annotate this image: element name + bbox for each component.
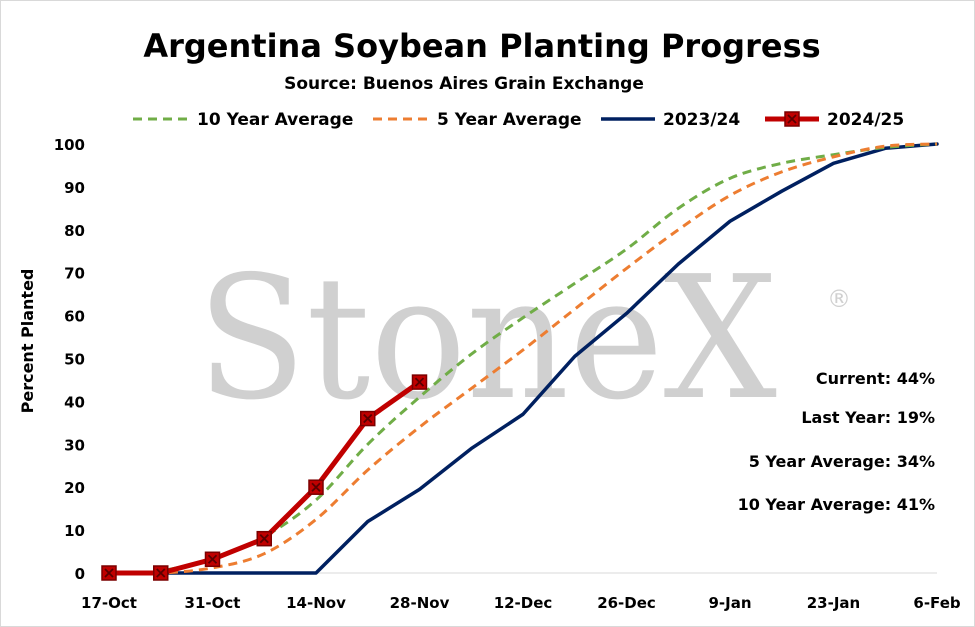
legend-label: 2024/25 <box>827 110 904 130</box>
y-tick-label: 90 <box>64 179 85 197</box>
annotations: Current: 44% Last Year: 19% 5 Year Average… <box>738 369 935 514</box>
chart-subtitle: Source: Buenos Aires Grain Exchange <box>284 74 644 94</box>
x-tick-label: 17-Oct <box>81 594 137 612</box>
watermark-registered-mark: ® <box>827 285 851 313</box>
annotation-text: Current: 44% <box>816 369 935 388</box>
legend-label: 2023/24 <box>663 110 740 130</box>
series-line-5-year-average <box>108 142 938 575</box>
legend-label: 10 Year Average <box>197 110 353 130</box>
y-tick-label: 10 <box>64 522 85 540</box>
y-tick-label: 30 <box>64 436 85 454</box>
x-tick-label: 31-Oct <box>185 594 241 612</box>
y-tick-label: 100 <box>54 136 85 154</box>
y-tick-label: 20 <box>64 479 85 497</box>
series-lines <box>101 142 939 581</box>
annotation-text: Last Year: 19% <box>801 408 935 427</box>
data-point-marker-cross <box>414 377 425 387</box>
x-axis-ticks: 17-Oct 31-Oct 14-Nov 28-Nov 12-Dec 26-Dec 9-Ja… <box>81 594 961 612</box>
y-tick-label: 70 <box>64 265 85 283</box>
x-tick-label: 14-Nov <box>286 594 346 612</box>
annotation-text: 10 Year Average: 41% <box>738 495 935 514</box>
data-point-marker-cross <box>259 534 269 544</box>
data-point-marker-cross <box>207 554 218 564</box>
data-point-marker-cross <box>363 413 373 424</box>
chart-title: Argentina Soybean Planting Progress <box>143 27 820 65</box>
x-tick-label: 12-Dec <box>494 594 553 612</box>
y-tick-label: 0 <box>75 565 85 583</box>
x-tick-label: 23-Jan <box>807 594 860 612</box>
legend-label: 5 Year Average <box>437 110 582 130</box>
series-line-2023-24 <box>107 142 939 575</box>
x-tick-label: 9-Jan <box>708 594 751 612</box>
x-tick-label: 6-Feb <box>913 594 960 612</box>
y-tick-label: 60 <box>64 308 85 326</box>
y-tick-label: 50 <box>64 351 85 369</box>
watermark: StoneX <box>197 240 777 438</box>
legend-marker-cross <box>787 114 797 124</box>
series-line-10-year-average <box>108 142 938 575</box>
y-tick-label: 80 <box>64 222 85 240</box>
data-point-marker-cross <box>104 568 114 578</box>
y-tick-label: 40 <box>64 393 85 411</box>
data-point-marker-cross <box>311 482 321 492</box>
annotation-text: 5 Year Average: 34% <box>749 452 935 471</box>
y-axis-ticks: 0 10 20 30 40 50 60 70 80 90 100 <box>54 136 85 583</box>
x-tick-label: 26-Dec <box>597 594 656 612</box>
x-tick-label: 28-Nov <box>390 594 450 612</box>
y-axis-label: Percent Planted <box>18 269 37 414</box>
data-point-marker-cross <box>156 568 166 578</box>
legend: 10 Year Average 5 Year Average 2023/24 2024… <box>133 110 904 130</box>
